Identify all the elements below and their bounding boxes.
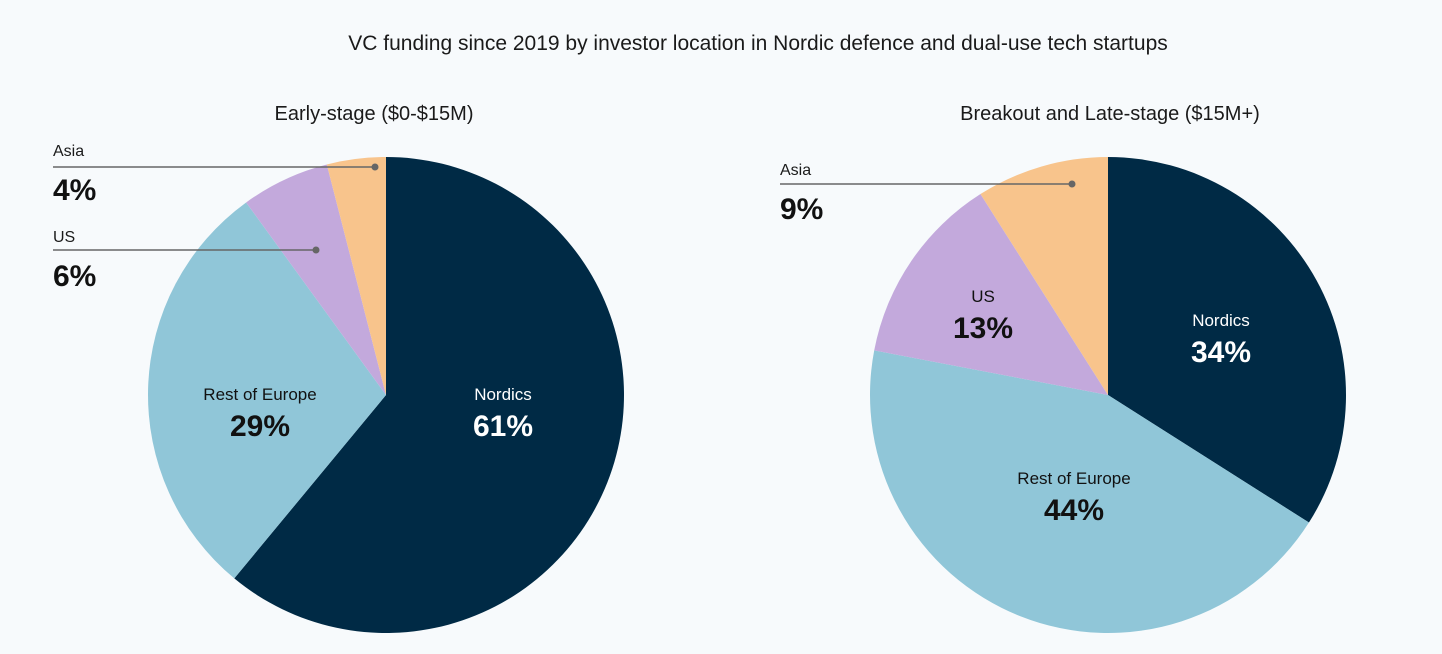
slice-label-nordics: Nordics	[474, 385, 532, 404]
slice-label-us: US	[971, 287, 995, 306]
pie-slice-asia	[326, 157, 386, 395]
pie-slice-rest-of-europe	[870, 350, 1309, 633]
slice-label-asia: Asia	[53, 143, 84, 160]
slice-value-us: 6%	[53, 260, 96, 293]
slice-value-rest-of-europe: 29%	[230, 410, 290, 443]
slice-value-asia: 9%	[780, 193, 823, 226]
pie-slice-us	[246, 164, 386, 395]
pie-slice-rest-of-europe	[147, 202, 386, 579]
slice-value-rest-of-europe: 44%	[1044, 494, 1104, 527]
chart-title: VC funding since 2019 by investor locati…	[348, 32, 1168, 55]
pie-slice-nordics	[234, 157, 624, 633]
pie-slice-nordics	[1108, 157, 1347, 523]
slice-value-asia: 4%	[53, 174, 96, 207]
pie-late-stage: Breakout and Late-stage ($15M+) Nordics 3…	[780, 103, 1347, 633]
pie-subtitle-late-stage: Breakout and Late-stage ($15M+)	[960, 103, 1260, 125]
slice-label-rest-of-europe: Rest of Europe	[1017, 469, 1130, 488]
slice-label-asia: Asia	[780, 162, 811, 179]
leader-dot-asia	[371, 163, 379, 171]
pie-slice-asia	[980, 157, 1108, 395]
slice-label-us: US	[53, 229, 75, 246]
pie-subtitle-early-stage: Early-stage ($0-$15M)	[275, 103, 474, 125]
slice-label-rest-of-europe: Rest of Europe	[203, 385, 316, 404]
slice-value-nordics: 61%	[473, 410, 533, 443]
slice-value-us: 13%	[953, 312, 1013, 345]
leader-dot-asia	[1068, 180, 1076, 188]
pie-early-stage: Early-stage ($0-$15M) Nordics 61% Rest of …	[53, 103, 624, 633]
slice-value-nordics: 34%	[1191, 336, 1251, 369]
leader-dot-us	[312, 246, 320, 254]
pie-slice-us	[874, 194, 1108, 395]
slice-label-nordics: Nordics	[1192, 311, 1250, 330]
